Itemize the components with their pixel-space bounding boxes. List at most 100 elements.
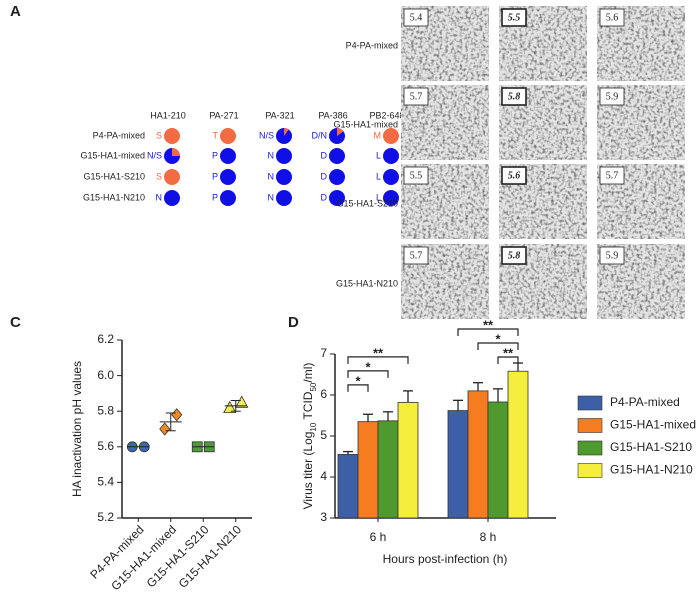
ph-value: 5.4	[410, 12, 423, 23]
ph-box	[501, 8, 527, 27]
y-axis-label: HA inactivation pH values	[70, 361, 84, 497]
ph-box	[403, 166, 429, 185]
ph-value: 5.7	[410, 91, 423, 102]
y-axis-label-part: 10	[309, 422, 318, 431]
point	[223, 400, 237, 414]
residue-label: S	[156, 130, 162, 140]
y-tick-label: 5.2	[97, 510, 114, 524]
y-tick-label: 3	[320, 510, 327, 524]
pie-base	[383, 169, 399, 185]
y-tick-label: 5.6	[97, 439, 114, 453]
ph-value: 5.9	[606, 91, 619, 102]
x-tick-label: 8 h	[480, 530, 497, 544]
ph-value: 5.6	[508, 170, 521, 181]
legend-swatch	[577, 463, 603, 478]
pie-slice	[172, 148, 180, 156]
pie-slice	[164, 128, 180, 144]
bar	[357, 421, 379, 519]
panel-label: A	[10, 3, 21, 20]
significance-bracket	[477, 342, 519, 351]
residue-label: L	[376, 171, 381, 181]
residue-label: D	[321, 150, 328, 160]
row-label: G15-HA1-N210	[336, 278, 398, 288]
significance-bracket	[457, 328, 519, 337]
residue-label: N	[268, 192, 275, 202]
ph-box	[501, 166, 527, 185]
ph-value: 5.6	[606, 12, 619, 23]
pie-base	[220, 190, 236, 206]
bar	[447, 410, 469, 519]
ph-value: 5.5	[508, 12, 521, 23]
ph-box	[403, 246, 429, 265]
y-axis-label-part: /ml)	[301, 363, 315, 383]
ph-value: 5.8	[508, 250, 521, 261]
y-tick-label: 6.2	[97, 332, 114, 346]
residue-label: M	[374, 130, 382, 140]
row-label: P4-PA-mixed	[93, 130, 145, 140]
y-tick-label: 7	[320, 346, 327, 360]
significance-label: **	[483, 317, 494, 332]
residue-label: N	[268, 150, 275, 160]
bar	[397, 401, 419, 519]
ph-value: 5.9	[606, 250, 619, 261]
significance-label: *	[365, 359, 371, 374]
ph-box	[501, 87, 527, 106]
ph-box	[599, 8, 625, 27]
pie-base	[220, 169, 236, 185]
legend-label: G15-HA1-mixed	[610, 418, 696, 432]
y-tick-label: 6	[320, 387, 327, 401]
bar	[467, 390, 489, 519]
ph-value: 5.8	[508, 91, 521, 102]
significance-label: **	[503, 345, 514, 360]
panel-label: D	[288, 314, 299, 331]
bar	[377, 420, 399, 519]
ph-value: 5.5	[410, 170, 423, 181]
residue-label: D	[321, 171, 328, 181]
pie-base	[220, 148, 236, 164]
point	[235, 395, 249, 408]
row-label: P4-PA-mixed	[346, 40, 398, 50]
residue-label: N/S	[259, 130, 274, 140]
legend-swatch	[577, 440, 603, 456]
residue-label: N	[156, 192, 163, 202]
residue-label: D/N	[312, 130, 328, 140]
pie-base	[383, 148, 399, 164]
significance-label: **	[373, 345, 384, 360]
residue-label: N	[268, 171, 275, 181]
point	[171, 408, 183, 422]
pie-slice	[164, 169, 180, 185]
pie-slice	[284, 128, 289, 136]
residue-label: P	[212, 192, 218, 202]
ph-box	[403, 87, 429, 106]
pie-base	[329, 148, 345, 164]
ph-value: 5.7	[410, 250, 423, 261]
legend-label: P4-PA-mixed	[610, 395, 680, 409]
legend-swatch	[577, 418, 603, 433]
ph-box	[501, 246, 527, 265]
y-axis-label-part: Virus titer (Log	[301, 432, 315, 510]
bar	[507, 370, 529, 519]
pie-base	[276, 169, 292, 185]
pie-slice	[337, 128, 344, 136]
column-header: PA-321	[265, 110, 294, 120]
pie-base	[329, 169, 345, 185]
residue-label: P	[212, 150, 218, 160]
ph-box	[599, 246, 625, 265]
y-tick-label: 4	[320, 469, 327, 483]
x-axis-label: Hours post-infection (h)	[383, 552, 508, 566]
point	[159, 422, 171, 436]
residue-label: S	[156, 171, 162, 181]
significance-bracket	[497, 356, 519, 365]
ph-box	[599, 87, 625, 106]
bar	[487, 401, 509, 519]
pie-base	[276, 190, 292, 206]
legend-swatch	[577, 395, 603, 411]
row-label: G15-HA1-S210	[336, 198, 398, 208]
row-label: G15-HA1-S210	[83, 171, 145, 181]
row-label: G15-HA1-mixed	[333, 119, 398, 129]
pie-slice	[220, 128, 236, 144]
column-header: PA-271	[209, 110, 238, 120]
pie-base	[164, 190, 180, 206]
row-label: G15-HA1-mixed	[80, 150, 145, 160]
